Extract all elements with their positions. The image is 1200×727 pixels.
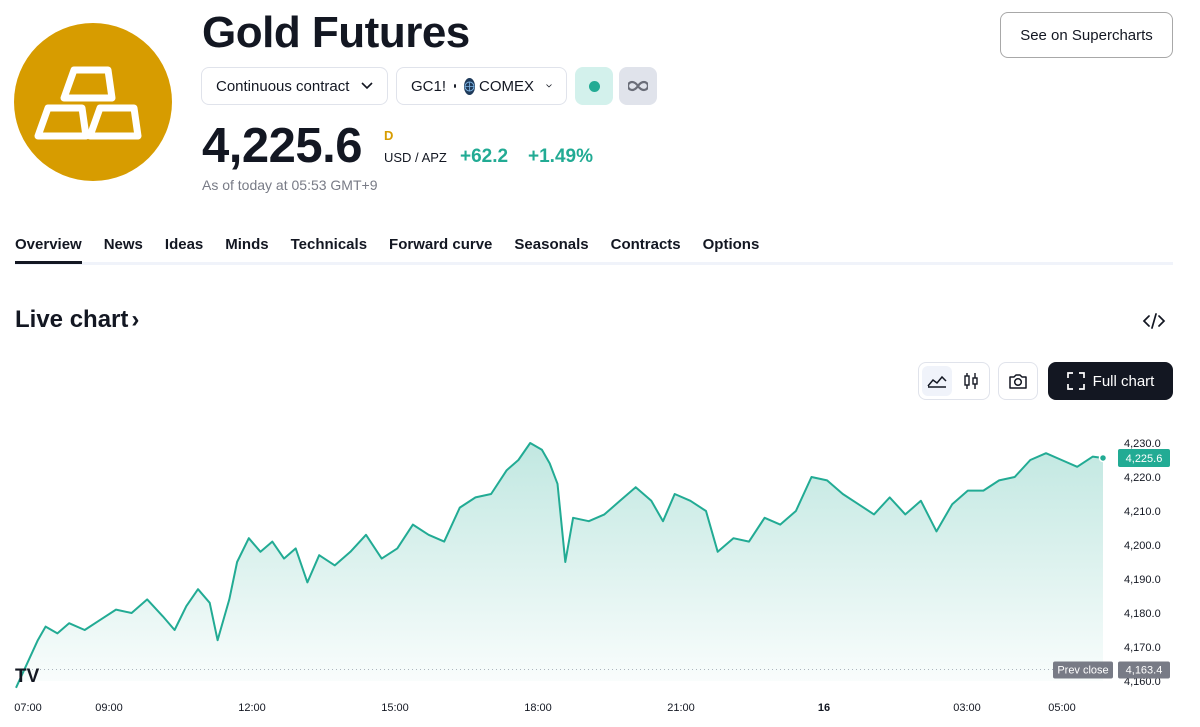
currency-label: USD / APZ [384,150,447,165]
area-chart-icon [927,375,947,388]
prev-close-badge [1118,661,1170,679]
price-change-percent: +1.49% [528,146,593,167]
last-price-badge [1118,448,1170,467]
fullscreen-icon [1066,372,1085,390]
exchange-label: COMEX [479,77,535,95]
chevron-right-icon: › [131,306,140,333]
y-tick-label: 4,160.0 [1124,676,1161,688]
see-on-supercharts-button[interactable]: See on Supercharts [1000,12,1173,58]
prev-close-label: 4,163.4 [1126,664,1163,676]
price-change: +62.2 [460,146,509,167]
price-line [15,442,1104,689]
x-tick-label: 15:00 [381,702,409,714]
contract-label: Continuous contract [216,77,350,95]
chevron-down-icon [361,82,373,90]
last-price-label: 4,225.6 [1126,453,1163,465]
y-tick-label: 4,210.0 [1124,506,1161,518]
page-title: Gold Futures [202,8,470,57]
y-tick-label: 4,180.0 [1124,608,1161,620]
y-tick-label: 4,170.0 [1124,642,1161,654]
x-tick-label: 21:00 [667,702,695,714]
tab-options[interactable]: Options [702,236,760,253]
tab-overview[interactable]: Overview [15,236,82,264]
price-chart[interactable]: 4,230.0 4,220.0 4,210.0 4,200.0 4,190.0 4,180… [0,410,1200,727]
last-price: 4,225.6 [202,119,363,173]
prev-close-text: Prev close [1057,664,1108,676]
tab-minds[interactable]: Minds [225,236,269,253]
last-price-dot [1098,453,1108,463]
y-tick-label: 4,200.0 [1124,540,1161,552]
area-chart-button[interactable] [922,366,952,396]
status-dot-icon [588,80,600,92]
y-tick-label: 4,190.0 [1124,574,1161,586]
tab-forward-curve[interactable]: Forward curve [389,236,493,253]
candlestick-icon [964,373,978,389]
tab-contracts[interactable]: Contracts [610,236,681,253]
live-chart-title: Live chart [15,306,129,333]
as-of-timestamp: As of today at 05:53 GMT+9 [202,177,378,193]
full-chart-button[interactable]: Full chart [1048,362,1173,400]
delayed-badge[interactable]: D [384,128,394,143]
price-area-fill [16,443,1103,688]
y-tick-label: 4,230.0 [1124,438,1161,450]
code-icon [1142,313,1166,329]
x-tick-label: 05:00 [1048,702,1076,714]
candles-chart-button[interactable] [956,366,986,396]
chevron-down-icon [546,84,552,88]
tab-news[interactable]: News [103,236,143,253]
tab-ideas[interactable]: Ideas [164,236,204,253]
contract-selector[interactable]: Continuous contract [201,67,388,105]
gold-bars-icon [14,23,172,181]
x-tick-label: 16 [818,702,830,714]
camera-icon [1009,374,1027,389]
tabs-divider [15,262,1173,265]
chart-type-switcher [918,362,990,400]
tradingview-logo[interactable]: TV [15,666,40,687]
x-tick-label: 03:00 [953,702,981,714]
x-tick-label: 07:00 [14,702,42,714]
tab-bar: Overview News Ideas Minds Technicals For… [15,236,759,264]
market-open-status-button[interactable] [575,67,613,105]
x-tick-label: 09:00 [95,702,123,714]
symbol-selector[interactable]: GC1! COMEX [396,67,567,105]
full-chart-label: Full chart [1092,372,1155,390]
prev-close-tag [1053,661,1113,679]
x-tick-label: 12:00 [238,702,266,714]
infinity-icon [628,80,648,92]
snapshot-button[interactable] [998,362,1038,400]
tab-seasonals[interactable]: Seasonals [514,236,589,253]
exchange-globe-icon [464,77,475,95]
symbol-label: GC1! [411,77,447,95]
live-chart-link[interactable]: Live chart › [15,306,139,334]
x-tick-label: 18:00 [524,702,552,714]
continuous-icon-button[interactable] [619,67,657,105]
tab-technicals[interactable]: Technicals [290,236,368,253]
y-tick-label: 4,220.0 [1124,472,1161,484]
separator-dot [454,84,456,88]
embed-code-button[interactable] [1141,310,1167,332]
